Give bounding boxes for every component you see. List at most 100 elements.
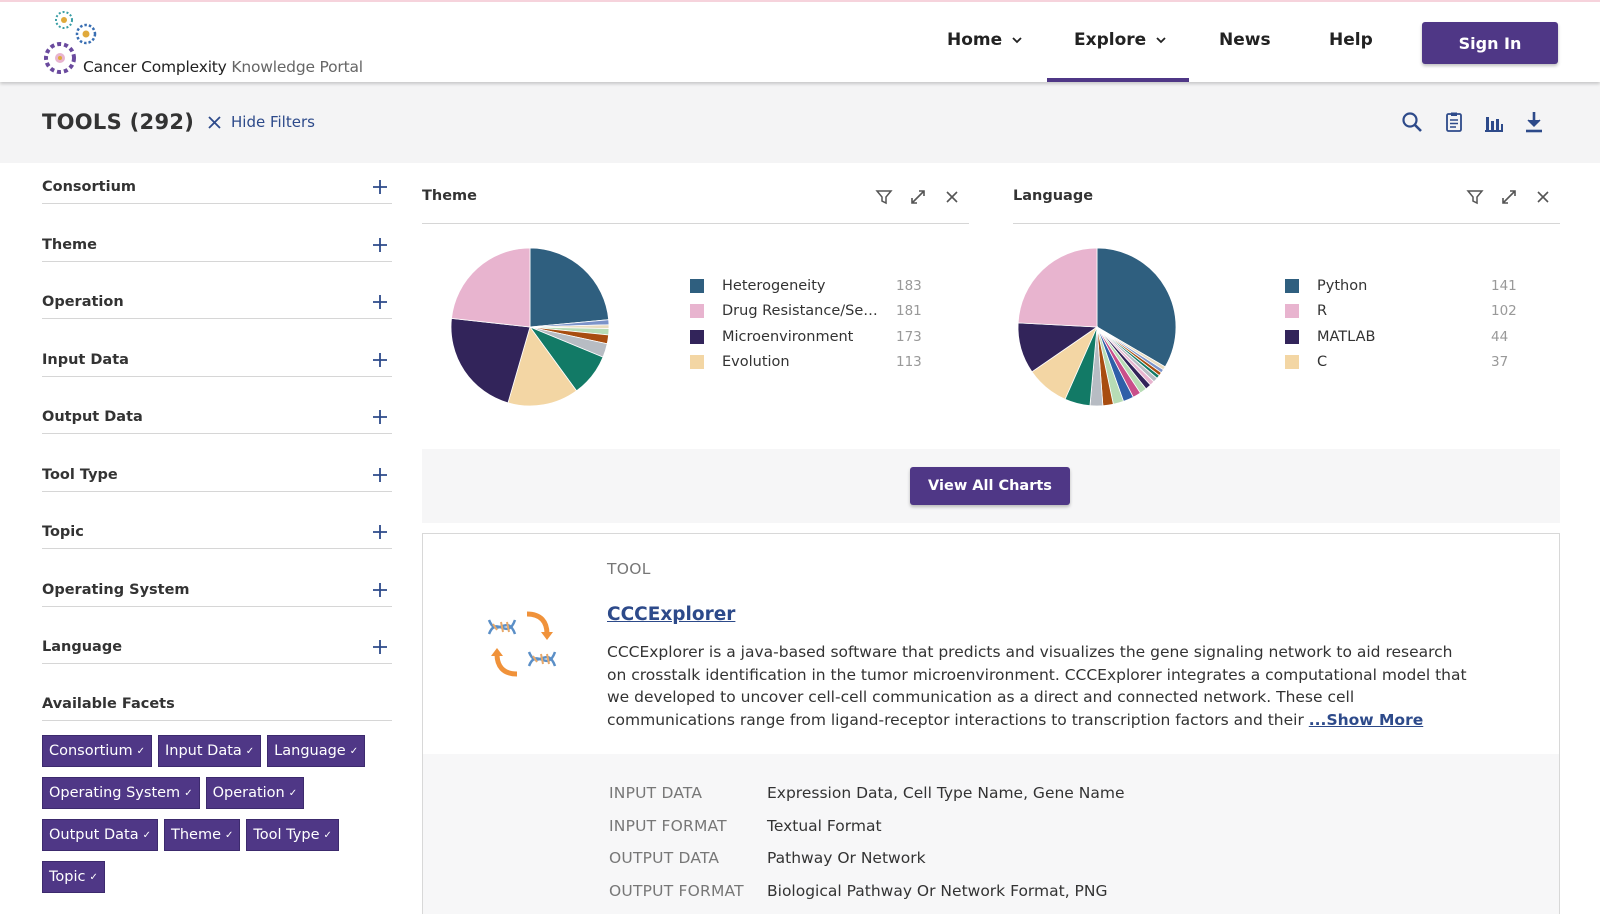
metadata-row: INPUT FORMAT Textual Format: [609, 817, 882, 835]
facet-chip-operating-system[interactable]: Operating System ✓: [42, 777, 200, 809]
legend-item[interactable]: MATLAB 44: [1285, 324, 1525, 350]
chip-label: Input Data: [165, 743, 242, 759]
view-all-charts-button[interactable]: View All Charts: [910, 467, 1070, 505]
facet-chip-topic[interactable]: Topic ✓: [42, 861, 105, 893]
plus-icon[interactable]: [372, 639, 388, 655]
facet-chip-operation[interactable]: Operation ✓: [205, 777, 305, 809]
language-pie-chart[interactable]: [1015, 245, 1179, 409]
pie-slice[interactable]: [529, 247, 610, 328]
close-icon[interactable]: [1534, 188, 1552, 206]
close-icon[interactable]: [943, 188, 961, 206]
metadata-row: OUTPUT FORMAT Biological Pathway Or Netwo…: [609, 882, 1108, 900]
top-header: Cancer Complexity Knowledge Portal Home …: [0, 0, 1600, 82]
facet-label: Input Data: [42, 351, 129, 368]
facet-output-data[interactable]: Output Data: [42, 393, 392, 451]
plus-icon[interactable]: [372, 409, 388, 425]
chart-title: Theme: [422, 188, 477, 204]
facet-topic[interactable]: Topic: [42, 508, 392, 566]
legend-value: 181: [896, 303, 922, 320]
legend-item[interactable]: Heterogeneity 183: [690, 273, 930, 299]
plus-icon[interactable]: [372, 179, 388, 195]
logo-icon: [44, 11, 97, 74]
legend-item[interactable]: Drug Resistance/Sensi... 181: [690, 299, 930, 325]
facet-chip-language[interactable]: Language ✓: [267, 735, 366, 767]
chevron-down-icon: [1012, 37, 1022, 44]
expand-icon[interactable]: [909, 188, 927, 206]
expand-icon[interactable]: [1500, 188, 1518, 206]
chip-label: Theme: [171, 827, 222, 843]
facet-consortium[interactable]: Consortium: [42, 163, 392, 221]
check-icon: ✓: [89, 871, 98, 883]
facet-label: Theme: [42, 236, 97, 253]
download-icon[interactable]: [1522, 110, 1546, 134]
facet-operating-system[interactable]: Operating System: [42, 566, 392, 624]
divider: [42, 605, 392, 607]
legend-item[interactable]: Microenvironment 173: [690, 324, 930, 350]
plus-icon[interactable]: [372, 524, 388, 540]
legend-swatch: [690, 329, 704, 344]
facet-label: Output Data: [42, 409, 143, 425]
check-icon: ✓: [323, 829, 332, 841]
legend-swatch: [1285, 278, 1299, 293]
nav-help[interactable]: Help: [1329, 30, 1373, 50]
facet-chip-input-data[interactable]: Input Data ✓: [158, 735, 262, 767]
plus-icon[interactable]: [372, 294, 388, 310]
sign-in-button[interactable]: Sign In: [1422, 22, 1558, 64]
facet-input-data[interactable]: Input Data: [42, 336, 392, 394]
plus-icon[interactable]: [372, 582, 388, 598]
legend-label: Evolution: [722, 354, 790, 371]
nav-home[interactable]: Home: [947, 30, 1022, 50]
plus-icon[interactable]: [372, 352, 388, 368]
filter-icon[interactable]: [875, 188, 893, 206]
legend-swatch: [1285, 329, 1299, 344]
legend-item[interactable]: Python 141: [1285, 273, 1525, 299]
facet-chip-consortium[interactable]: Consortium ✓: [42, 735, 152, 767]
clipboard-icon[interactable]: [1442, 110, 1466, 134]
filter-icon[interactable]: [1466, 188, 1484, 206]
pie-slice[interactable]: [1017, 247, 1098, 328]
show-more-link[interactable]: ...Show More: [1308, 710, 1424, 729]
metadata-key: OUTPUT FORMAT: [609, 881, 744, 900]
view-all-charts-band: View All Charts: [422, 449, 1560, 523]
legend-label: MATLAB: [1317, 328, 1376, 345]
nav-explore[interactable]: Explore: [1074, 30, 1166, 50]
chip-label: Consortium: [49, 743, 133, 759]
facet-theme[interactable]: Theme: [42, 221, 392, 279]
pie-slice[interactable]: [1096, 247, 1177, 368]
metadata-value: Textual Format: [767, 816, 882, 835]
language-chart-card: Language Python 141 R 102 MATLAB 44 C 37: [1013, 163, 1560, 449]
result-summary: TOOL CCCExplorer CCCExplorer is a java-b…: [423, 534, 1559, 754]
facet-operation[interactable]: Operation: [42, 278, 392, 336]
facet-label: Operation: [42, 294, 124, 310]
pie-slice[interactable]: [450, 317, 531, 404]
facet-label: Consortium: [42, 179, 137, 195]
legend-swatch: [1285, 304, 1299, 319]
bar-chart-icon[interactable]: [1482, 110, 1506, 134]
facet-chip-theme[interactable]: Theme ✓: [164, 819, 241, 851]
check-icon: ✓: [136, 745, 145, 757]
legend-label: Heterogeneity: [722, 277, 826, 294]
pie-slice[interactable]: [451, 247, 531, 328]
legend-item[interactable]: C 37: [1285, 350, 1525, 376]
search-icon[interactable]: [1400, 110, 1424, 134]
facet-chip-tool-type[interactable]: Tool Type ✓: [246, 819, 339, 851]
plus-icon[interactable]: [372, 237, 388, 253]
facet-chip-output-data[interactable]: Output Data ✓: [42, 819, 158, 851]
facet-tool-type[interactable]: Tool Type: [42, 451, 392, 509]
chip-row: Topic ✓: [42, 861, 392, 893]
divider: [42, 663, 392, 664]
divider: [42, 375, 392, 377]
pie-slice[interactable]: [507, 326, 578, 407]
metadata-key: INPUT FORMAT: [609, 816, 727, 835]
divider: [42, 433, 392, 434]
facet-language[interactable]: Language: [42, 623, 392, 681]
divider: [42, 720, 392, 721]
hide-filters-button[interactable]: Hide Filters: [208, 113, 315, 131]
result-title-link[interactable]: CCCExplorer: [607, 604, 736, 625]
portal-logo[interactable]: Cancer Complexity Knowledge Portal: [40, 10, 380, 80]
legend-item[interactable]: Evolution 113: [690, 350, 930, 376]
legend-item[interactable]: R 102: [1285, 299, 1525, 325]
plus-icon[interactable]: [372, 467, 388, 483]
theme-pie-chart[interactable]: [448, 245, 612, 409]
nav-news[interactable]: News: [1219, 30, 1271, 50]
